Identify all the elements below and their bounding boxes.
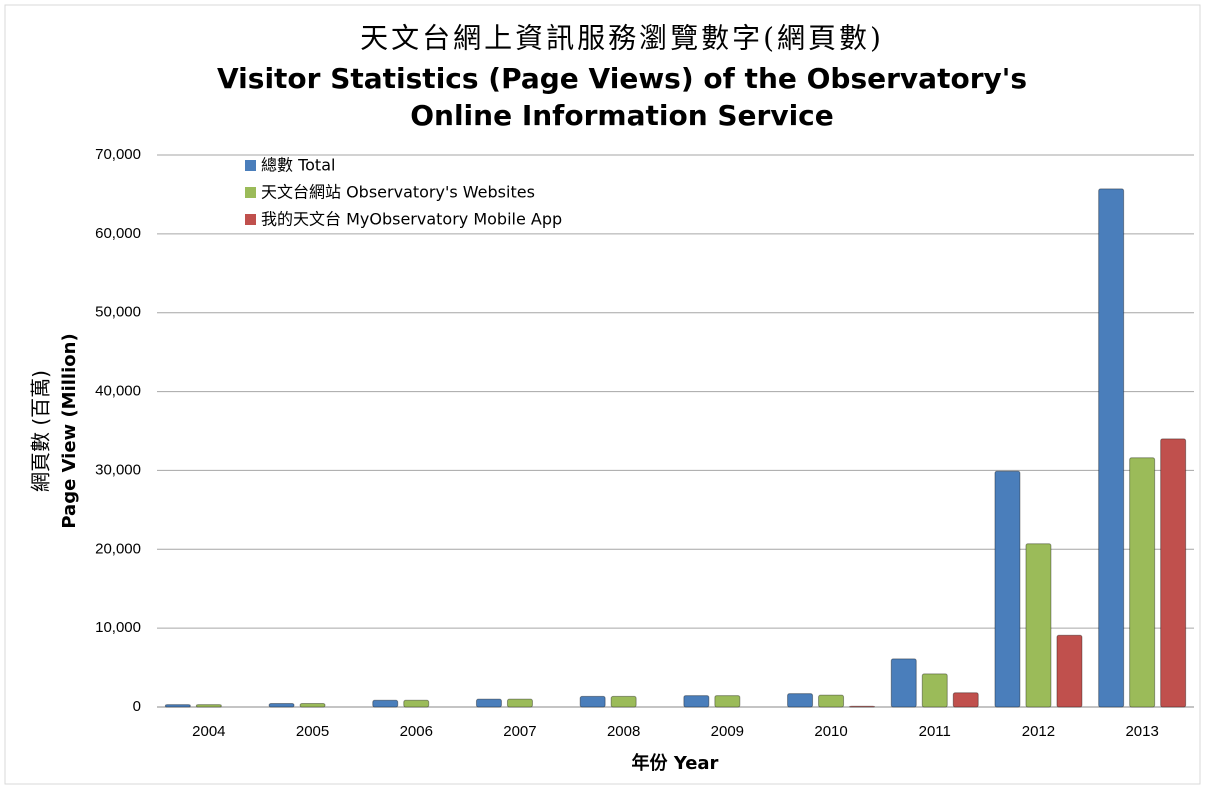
bar — [787, 693, 814, 708]
bar — [683, 695, 710, 708]
bar — [506, 698, 533, 708]
x-tick-label: 2009 — [711, 723, 744, 740]
chart-title: Visitor Statistics (Page Views) of the O… — [217, 62, 1027, 95]
chart-title: 天文台網上資訊服務瀏覽數字(網頁數) — [360, 22, 884, 55]
x-tick-label: 2013 — [1125, 723, 1158, 740]
x-axis-title: 年份 Year — [632, 752, 719, 774]
y-axis-title: 網頁數 (百萬) Page View (Million) — [29, 333, 81, 528]
bar — [403, 699, 430, 708]
y-tick-label: 0 — [133, 698, 141, 715]
legend-swatch — [245, 214, 256, 225]
bar — [610, 695, 637, 708]
bar — [195, 704, 222, 708]
bar — [299, 702, 326, 708]
y-tick-label: 10,000 — [95, 619, 141, 636]
x-tick-label: 2008 — [607, 723, 640, 740]
x-tick-label: 2011 — [919, 723, 951, 740]
bar — [818, 694, 845, 708]
y-tick-label: 50,000 — [95, 304, 141, 321]
bar — [714, 695, 741, 708]
bar — [952, 692, 979, 708]
legend-swatch — [245, 160, 256, 171]
y-tick-label: 40,000 — [95, 383, 141, 400]
y-tick-label: 30,000 — [95, 461, 141, 478]
bar — [849, 705, 876, 708]
bar — [1129, 457, 1156, 708]
y-tick-label: 20,000 — [95, 540, 141, 557]
x-tick-label: 2010 — [814, 723, 847, 740]
bar — [994, 470, 1021, 708]
bar — [164, 704, 191, 708]
y-axis-title-line: Page View (Million) — [59, 333, 80, 528]
chart-title: Online Information Service — [410, 99, 834, 132]
bar — [372, 699, 399, 708]
y-tick-label: 60,000 — [95, 225, 141, 242]
legend-label: 我的天文台 MyObservatory Mobile App — [261, 210, 562, 229]
bar — [1056, 634, 1083, 708]
x-tick-label: 2004 — [192, 723, 225, 740]
bar — [268, 702, 295, 708]
legend-label: 天文台網站 Observatory's Websites — [261, 183, 535, 202]
x-tick-label: 2012 — [1022, 723, 1055, 740]
y-axis-title-line: 網頁數 (百萬) — [29, 370, 53, 492]
bar — [1098, 188, 1125, 708]
bar — [475, 698, 502, 708]
bar — [1160, 438, 1187, 708]
x-tick-label: 2005 — [296, 723, 329, 740]
bar — [579, 695, 606, 708]
legend-swatch — [245, 187, 256, 198]
y-tick-label: 70,000 — [95, 146, 141, 163]
legend-label: 總數 Total — [261, 156, 335, 175]
bar — [890, 658, 917, 708]
x-tick-label: 2006 — [400, 723, 433, 740]
bar — [921, 673, 948, 708]
bar — [1025, 543, 1052, 708]
x-tick-label: 2007 — [503, 723, 536, 740]
